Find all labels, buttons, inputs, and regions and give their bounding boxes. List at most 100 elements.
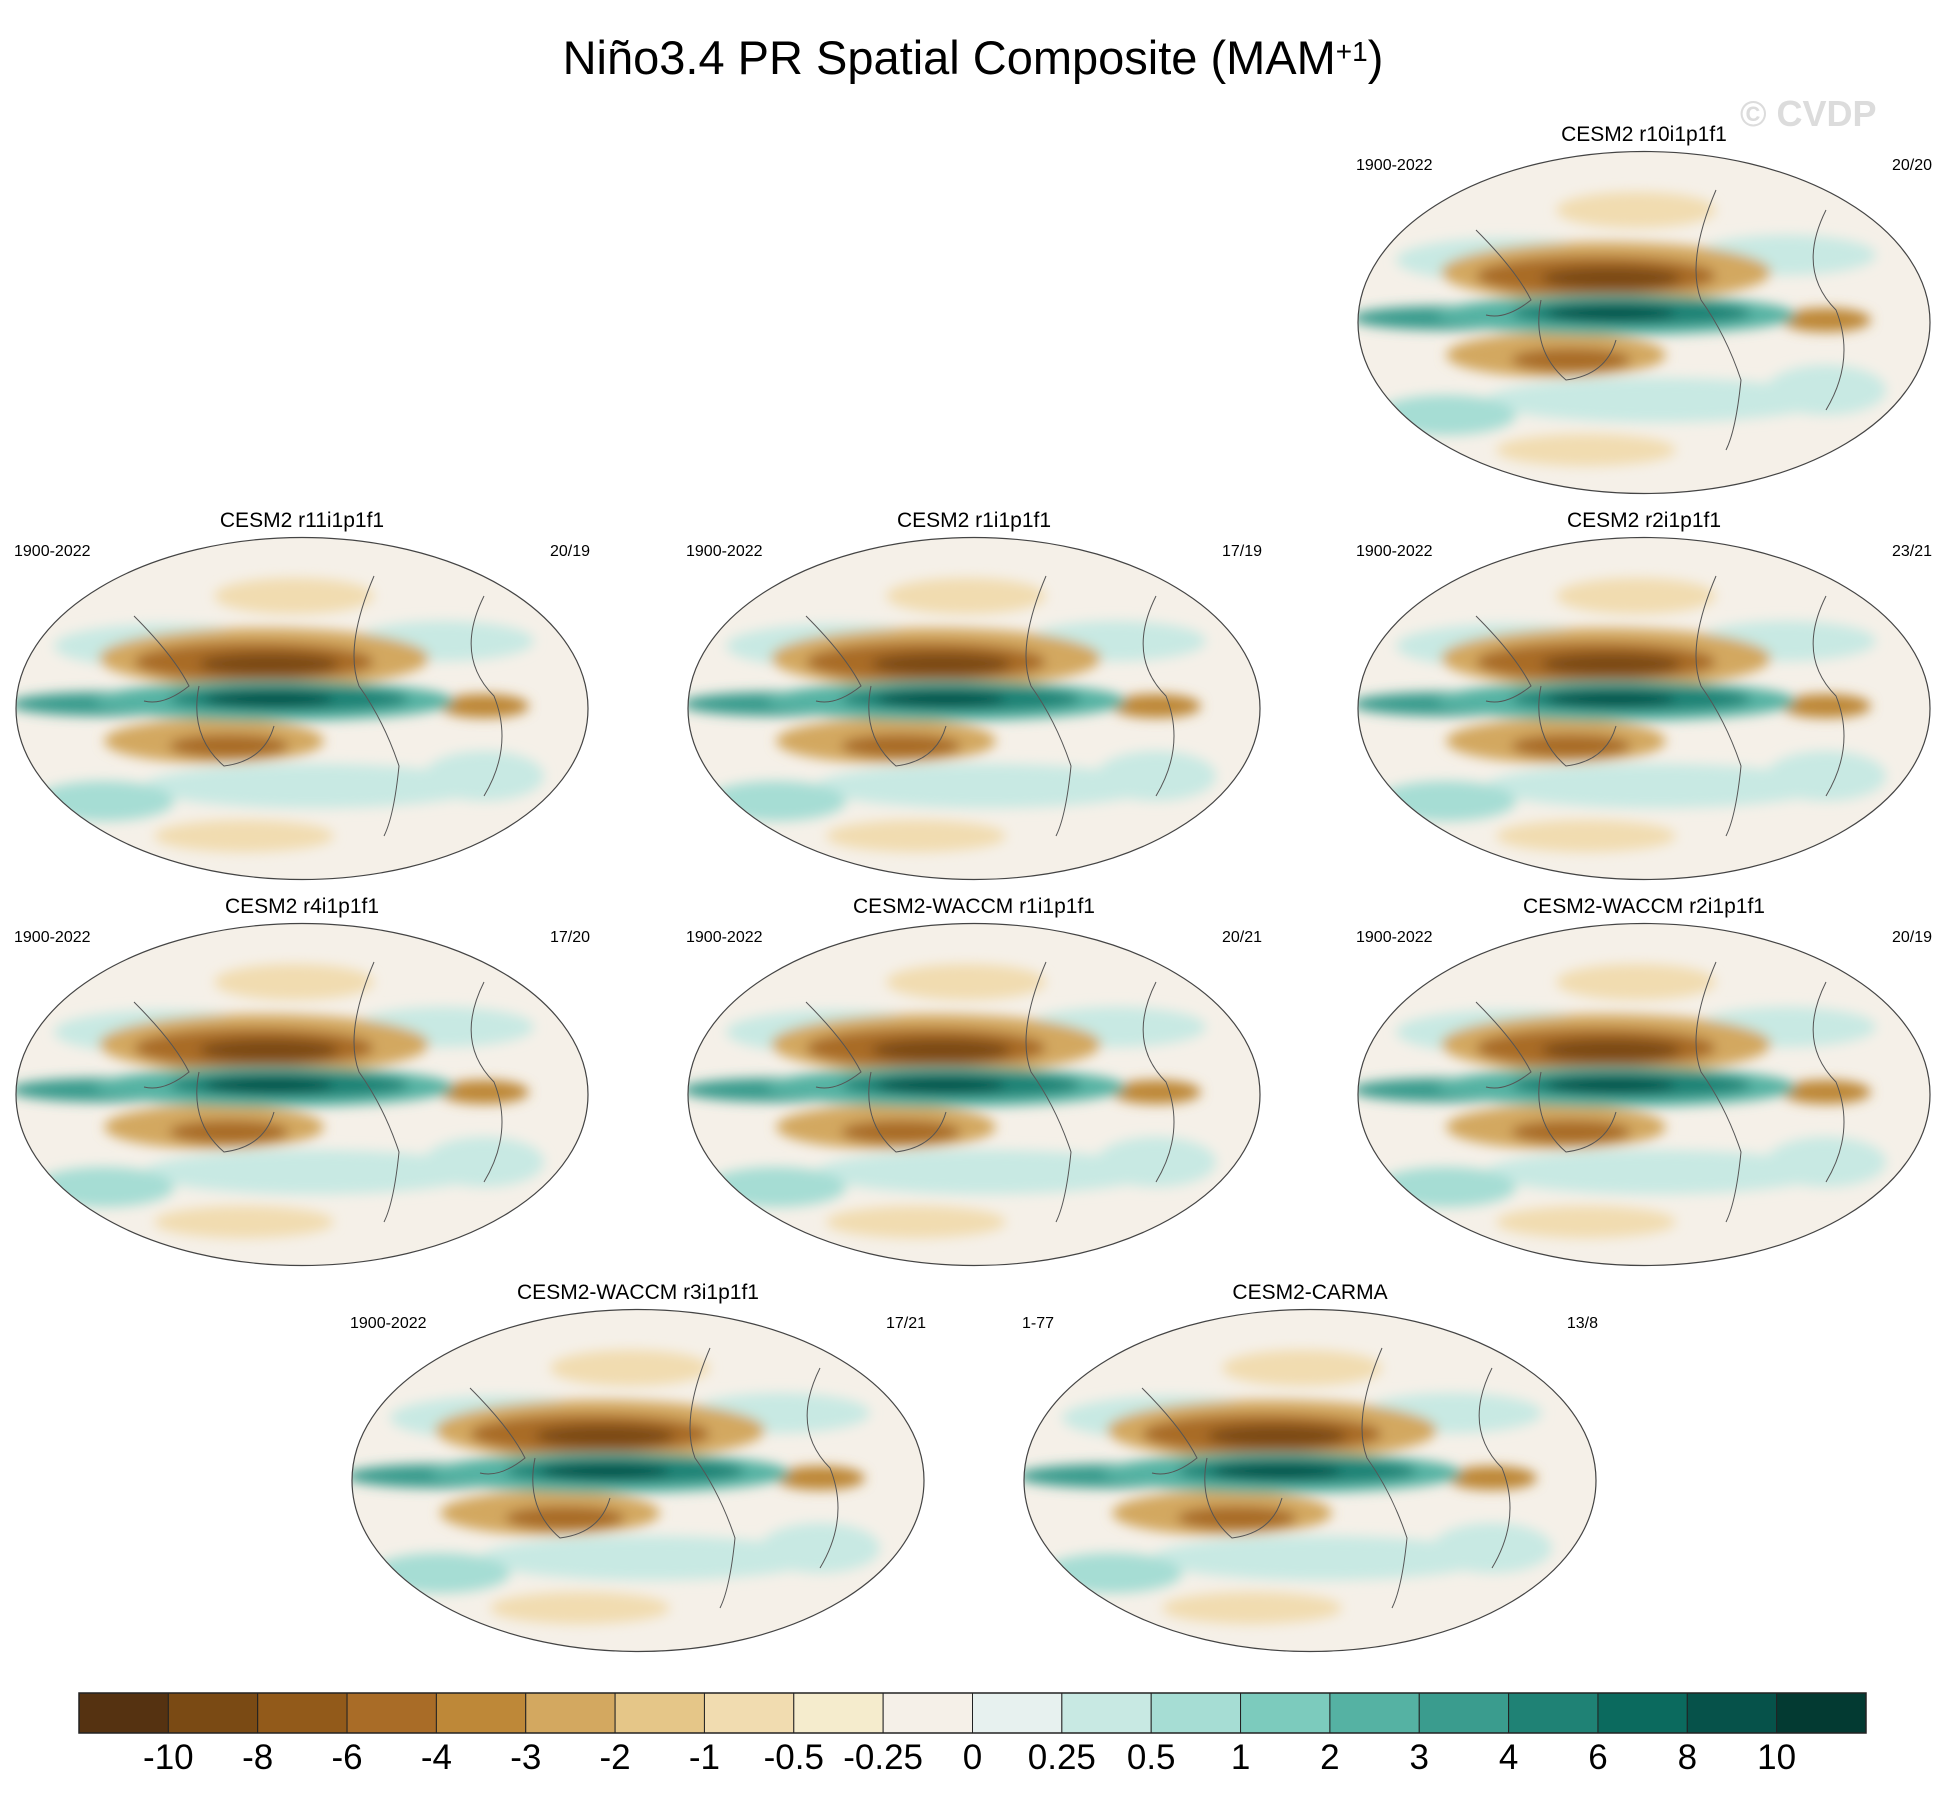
colorbar-swatch <box>1240 1692 1331 1734</box>
field-feature <box>34 781 174 821</box>
colorbar-tick-label: 10 <box>1757 1738 1796 1777</box>
field-feature <box>841 1120 961 1144</box>
panel-title: CESM2-CARMA <box>1232 1281 1388 1304</box>
coastline <box>1538 685 1617 767</box>
colorbar-swatch <box>257 1692 348 1734</box>
colorbar-tick-label: -8 <box>242 1738 273 1777</box>
panel-event-count: 20/21 <box>1221 929 1262 946</box>
panel-title: CESM2 r4i1p1f1 <box>224 895 380 918</box>
coastline <box>1478 1367 1511 1569</box>
coastline <box>470 981 503 1183</box>
colorbar-swatch <box>614 1692 705 1734</box>
colorbar-swatch <box>1061 1692 1152 1734</box>
map-panel: CESM2-WACCM r2i1p1f1 1900-2022 20/19 <box>1356 894 1932 1267</box>
colorbar-swatch <box>1418 1692 1510 1734</box>
field-feature <box>1486 764 1826 808</box>
coastline <box>1475 615 1532 703</box>
panel-event-count: 20/20 <box>1891 157 1932 174</box>
coastline <box>353 575 400 837</box>
colorbar-tick-label: 0 <box>963 1738 982 1777</box>
field-feature <box>1496 1206 1676 1238</box>
map-field <box>1023 1308 1597 1653</box>
field-feature <box>1111 694 1201 718</box>
coastline <box>1475 1001 1532 1089</box>
field-feature <box>1096 751 1216 801</box>
colorbar-swatch <box>882 1692 974 1734</box>
colorbar-tick-label: 2 <box>1320 1738 1339 1777</box>
panel-event-count: 13/8 <box>1566 1315 1598 1332</box>
field-feature <box>1541 1039 1681 1061</box>
map-field <box>1357 536 1931 881</box>
panel-title: CESM2-WACCM r3i1p1f1 <box>517 1281 759 1304</box>
map-panel: CESM2-CARMA 1-77 13/8 <box>1022 1280 1598 1653</box>
field-feature <box>535 1425 675 1447</box>
colorbar-tick-label: 0.5 <box>1127 1738 1176 1777</box>
field-feature <box>1556 578 1716 614</box>
colorbar-tick-label: -0.25 <box>843 1738 923 1777</box>
field-feature <box>1162 1592 1342 1624</box>
coastline <box>1538 1071 1617 1153</box>
panel-years: 1900-2022 <box>1356 157 1433 174</box>
field-feature <box>370 1553 510 1593</box>
field-feature <box>1152 1536 1492 1580</box>
coastline <box>1141 1387 1198 1475</box>
panel-years: 1-77 <box>1022 1315 1055 1332</box>
field-feature <box>1212 1463 1342 1479</box>
coastline <box>133 1001 190 1089</box>
coastline <box>1812 981 1845 1183</box>
panel-title: CESM2 r10i1p1f1 <box>1561 123 1727 146</box>
colorbar-swatch <box>1776 1692 1867 1734</box>
field-feature <box>144 764 484 808</box>
field-feature <box>1496 434 1676 466</box>
field-feature <box>1207 1425 1347 1447</box>
map-panel: CESM2 r10i1p1f1 1900-2022 20/20 <box>1356 122 1932 495</box>
field-feature <box>424 751 544 801</box>
colorbar-tick-label: 4 <box>1499 1738 1518 1777</box>
field-feature <box>706 781 846 821</box>
map-panel: CESM2 r11i1p1f1 1900-2022 20/19 <box>14 508 590 881</box>
field-feature <box>826 1206 1006 1238</box>
coastline <box>196 685 275 767</box>
field-feature <box>706 1167 846 1207</box>
field-feature <box>199 1039 339 1061</box>
map-panel: CESM2 r4i1p1f1 1900-2022 17/20 <box>14 894 590 1267</box>
colorbar-tick-label: -0.5 <box>764 1738 824 1777</box>
coastline <box>1695 961 1742 1223</box>
field-feature <box>1511 1120 1631 1144</box>
map-panel: CESM2-WACCM r3i1p1f1 1900-2022 17/21 <box>350 1280 926 1653</box>
coastline <box>868 1071 947 1153</box>
field-feature <box>760 1523 880 1573</box>
field-feature <box>199 653 339 675</box>
field-feature <box>1486 1150 1826 1194</box>
field-feature <box>1546 305 1676 321</box>
coastline <box>805 615 862 703</box>
colorbar-swatch <box>793 1692 884 1734</box>
panel-event-count: 17/19 <box>1221 543 1262 560</box>
panel-years: 1900-2022 <box>686 543 763 560</box>
field-feature <box>1541 267 1681 289</box>
field-feature <box>144 1150 484 1194</box>
field-feature <box>1177 1506 1297 1530</box>
colorbar-swatch <box>1508 1692 1599 1734</box>
field-feature <box>480 1536 820 1580</box>
field-feature <box>871 1039 1011 1061</box>
field-feature <box>1496 820 1676 852</box>
coastline <box>1142 595 1175 797</box>
coastline <box>689 1347 736 1609</box>
field-feature <box>439 694 529 718</box>
field-feature <box>1222 1350 1382 1386</box>
map-field <box>15 536 589 881</box>
coastline <box>1695 189 1742 451</box>
colorbar-swatch <box>1150 1692 1242 1734</box>
field-feature <box>490 1592 670 1624</box>
field-feature <box>1781 694 1871 718</box>
field-feature <box>214 964 374 1000</box>
colorbar-tick-label: -4 <box>421 1738 452 1777</box>
coastline <box>1025 575 1072 837</box>
map-field <box>15 922 589 1267</box>
field-feature <box>1541 653 1681 675</box>
coastline <box>1812 595 1845 797</box>
field-feature <box>154 820 334 852</box>
coastline <box>1695 575 1742 837</box>
colorbar-swatch <box>525 1692 616 1734</box>
